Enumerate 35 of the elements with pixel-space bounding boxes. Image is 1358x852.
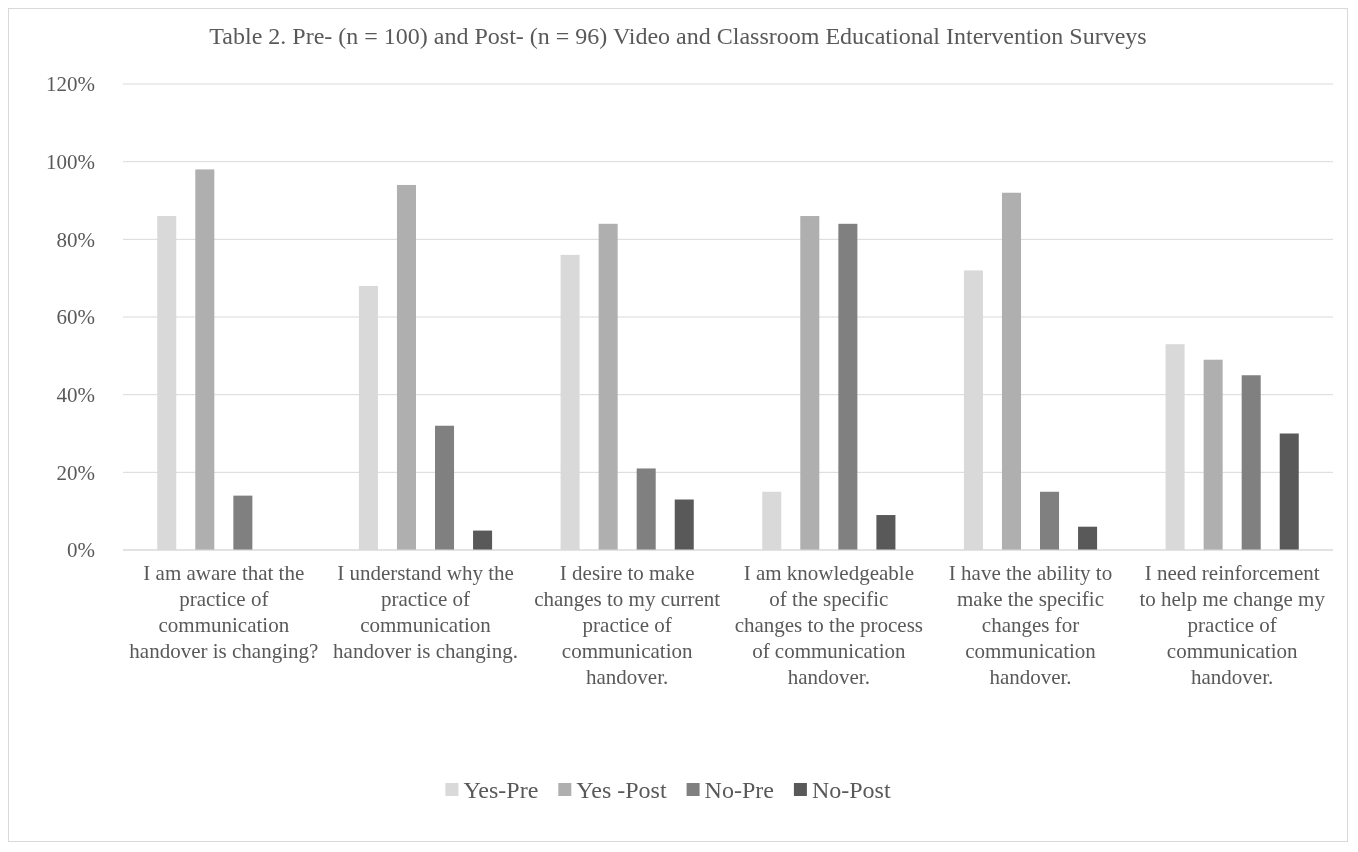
bar	[598, 223, 618, 550]
y-tick-label: 0%	[67, 538, 95, 563]
bar	[396, 184, 416, 550]
x-tick-label: I am knowledgeable of the specific changes to the process of communication handover.	[734, 561, 924, 689]
legend-label: No-Pre	[704, 777, 774, 804]
bar	[473, 530, 493, 550]
bar	[800, 216, 820, 550]
legend-label: Yes -Post	[576, 777, 667, 804]
bar	[636, 468, 656, 550]
legend-label: Yes-Pre	[463, 777, 539, 804]
legend-label: No-Post	[811, 777, 891, 804]
x-tick-label: I am aware that the practice of communication handover is changing?	[129, 561, 319, 663]
bar	[1040, 491, 1060, 550]
y-tick-label: 60%	[56, 305, 95, 330]
bar	[233, 495, 253, 550]
bar	[1001, 192, 1021, 550]
bar	[838, 223, 858, 550]
chart-title: Table 2. Pre- (n = 100) and Post- (n = 96) Video and Classroom Educational Intervention Surveys	[209, 23, 1147, 49]
bar	[1203, 359, 1223, 550]
y-tick-label: 100%	[46, 150, 95, 175]
bar	[195, 169, 215, 550]
x-tick-label: I desire to make changes to my current practice of communication handover.	[534, 561, 721, 689]
bar	[674, 499, 694, 550]
bar	[1241, 375, 1261, 550]
bar	[1078, 526, 1098, 550]
y-tick-label: 40%	[56, 383, 95, 408]
y-tick-label: 120%	[46, 72, 95, 97]
bar	[876, 515, 896, 550]
bar	[435, 425, 455, 550]
y-tick-label: 20%	[56, 460, 95, 485]
x-tick-label: I understand why the practice of communication handover is changing.	[333, 561, 518, 663]
y-tick-label: 80%	[56, 227, 95, 252]
bar	[1279, 433, 1299, 550]
x-tick-label: I need reinforcement to help me change my practice of communication handover.	[1139, 561, 1326, 689]
x-tick-label: I have the ability to make the specific changes for communication handover.	[948, 561, 1113, 689]
